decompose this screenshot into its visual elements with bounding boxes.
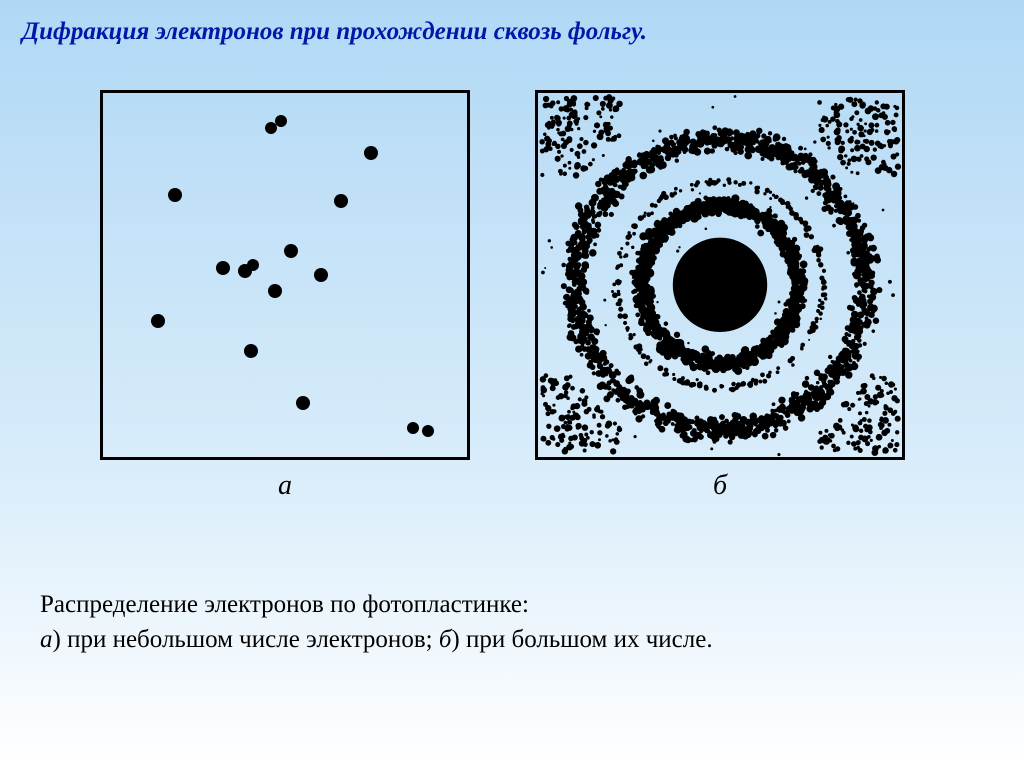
caption: Распределение электронов по фотопластинк… [40, 587, 713, 657]
electron-dot [244, 344, 258, 358]
slide-title: Дифракция электронов при прохождении скв… [22, 18, 647, 46]
panel-b-box [535, 90, 905, 460]
electron-dot [268, 284, 282, 298]
electron-dot [364, 146, 378, 160]
electron-dot [216, 261, 230, 275]
diffraction-svg [538, 93, 902, 457]
panels-row: а б [100, 90, 905, 502]
electron-dot [296, 396, 310, 410]
panel-a-box [100, 90, 470, 460]
caption-line1: Распределение электронов по фотопластинк… [40, 587, 713, 622]
caption-text-a: ) при небольшом числе электронов; [53, 626, 439, 653]
electron-dot [407, 422, 419, 434]
caption-text-b: ) при большом их числе. [451, 626, 712, 653]
central-disc [673, 238, 767, 332]
electron-dot [422, 425, 434, 437]
electron-dot [275, 115, 287, 127]
caption-line2: а) при небольшом числе электронов; б) пр… [40, 622, 713, 657]
electron-dot [151, 314, 165, 328]
electron-dot [247, 259, 259, 271]
caption-it-a: а [40, 626, 53, 653]
caption-it-b: б [439, 626, 452, 653]
electron-dot [284, 244, 298, 258]
electron-dot [314, 268, 328, 282]
panel-a: а [100, 90, 470, 502]
electron-dot [334, 194, 348, 208]
panel-b: б [535, 90, 905, 502]
electron-dot [168, 188, 182, 202]
panel-b-label: б [713, 470, 727, 502]
panel-a-label: а [278, 470, 292, 502]
